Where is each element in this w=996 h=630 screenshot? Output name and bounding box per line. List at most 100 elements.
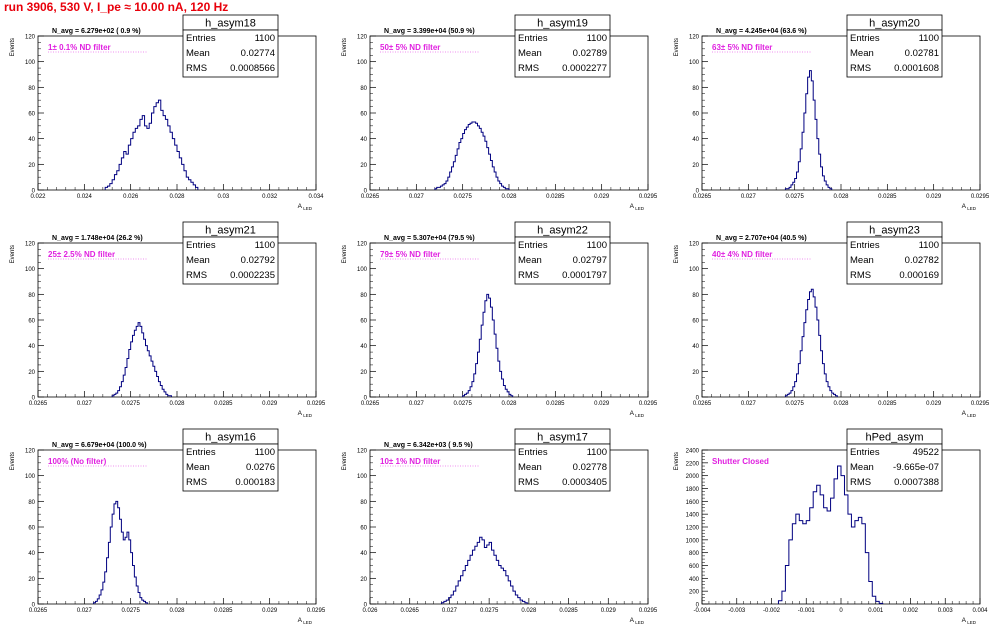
stat-value-mean: 0.02782 [905,255,939,266]
histogram-bin [149,123,151,190]
stat-label-rms: RMS [850,477,871,488]
x-tick-label: -0.004 [693,608,711,614]
histogram-bin [138,126,140,190]
x-tick-label: -0.002 [763,608,781,614]
histogram-line [111,322,172,397]
x-tick-label: 0.0285 [214,401,233,407]
histogram-bin [446,181,448,190]
histogram-bin [134,577,136,604]
navg-label: N_avg = 6.279e+02 ( 0.9 %) [52,28,141,35]
stat-value-rms: 0.000183 [235,477,275,488]
histogram-bin [862,524,865,604]
histogram-bin [490,307,492,397]
y-tick-label: 0 [696,603,700,609]
x-tick-label: 0.022 [30,194,46,200]
histogram-bin [127,532,129,604]
x-tick-label: -0.001 [798,608,816,614]
stat-value-entries: 1100 [919,33,939,44]
histogram-bin [110,527,112,604]
y-tick-label: 60 [28,112,35,118]
histogram-bin [778,601,781,604]
histogram-bin [123,540,125,604]
histogram-bin [523,601,525,604]
histogram-bin [518,598,520,604]
histogram-bin [470,555,472,604]
y-tick-label: 100 [357,60,368,66]
stat-label-mean: Mean [186,48,210,59]
histogram-bin [437,187,439,190]
x-tick-label: 0.026 [362,608,378,614]
histogram-bin [439,187,441,190]
histogram-bin [487,148,489,190]
y-tick-label: 20 [28,163,35,169]
y-tick-label: 100 [689,267,700,273]
histogram-bin [827,511,830,604]
histogram-bin [127,359,129,398]
panel-h_asym21: 0 20 40 60 80 100 120 0.0265 0.027 0.0275 0.028 0.0… [0,217,328,423]
stat-label-rms: RMS [186,477,207,488]
histogram-bin [189,180,191,190]
stat-value-rms: 0.0002235 [230,270,275,281]
x-tick-label: 0.029 [594,194,610,200]
histogram-bin [158,100,160,190]
y-tick-label: 1400 [686,513,700,519]
histogram-bin [145,603,147,604]
stat-label-mean: Mean [850,255,874,266]
y-axis-label: Events [342,452,348,470]
histogram-bin [164,392,166,397]
histogram-bin [828,187,830,190]
histogram-bin [125,367,127,397]
histogram-bin [487,294,489,397]
histogram-bin [482,540,484,604]
histogram-bin [138,323,140,397]
y-tick-label: 0 [32,396,36,402]
histogram-bin [513,591,515,604]
histogram-bin [118,508,120,604]
histogram-bin [461,576,463,604]
y-axis-label: Events [342,38,348,56]
stat-value-entries: 49522 [913,447,939,458]
histogram-bin [114,394,116,397]
histogram-bin [795,178,797,190]
y-axis-label: Events [10,245,16,263]
histogram-bin [476,364,478,397]
x-axis-label: A LED [630,617,645,625]
histogram-bin [500,184,502,190]
histogram-line [104,99,199,190]
x-tick-label: 0.024 [77,194,93,200]
x-tick-label: 0.0275 [785,194,804,200]
y-tick-label: 120 [357,449,368,455]
histogram-bin [177,152,179,191]
stat-label-mean: Mean [850,48,874,59]
y-tick-label: 2000 [686,474,700,480]
filter-annotation: Shutter Closed [712,457,769,466]
x-tick-label: 0.0265 [693,401,712,407]
histogram-bin [806,94,808,190]
histogram-bin [503,187,505,190]
histogram-bin [858,517,861,604]
histogram-bin [118,391,120,397]
histogram-bin [158,382,160,397]
histogram-bin [824,374,826,397]
histogram-bin [463,571,465,604]
y-tick-label: 800 [689,551,700,557]
stat-value-rms: 0.0003405 [562,477,607,488]
histogram-bin [782,591,785,604]
stat-label-entries: Entries [850,447,880,458]
y-axis-label: Events [10,452,16,470]
filter-annotation: 79± 5% ND filter [380,250,440,259]
histogram-bin [492,320,494,397]
histogram-bin [116,501,118,604]
y-tick-label: 20 [28,577,35,583]
y-tick-label: 20 [360,163,367,169]
histogram-bin [99,595,101,604]
y-tick-label: 80 [360,86,367,92]
histogram-bin [136,326,138,397]
histogram-bin [815,307,817,397]
stat-value-mean: 0.02797 [573,255,607,266]
histogram-bin [800,149,802,190]
histogram-bin [800,351,802,397]
y-tick-label: 120 [357,242,368,248]
histogram-bin [172,139,174,190]
histogram-bin [441,603,443,604]
